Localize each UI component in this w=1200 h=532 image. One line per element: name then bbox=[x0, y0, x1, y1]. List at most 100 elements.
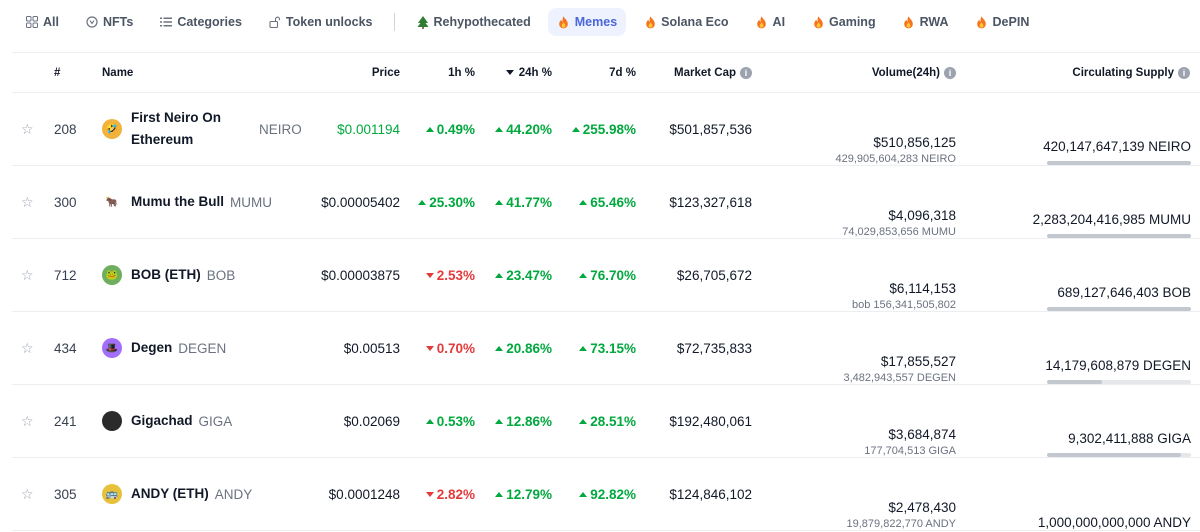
table-row[interactable]: ☆ 712 🐸 BOB (ETH) BOB $0.00003875 2.53% … bbox=[12, 239, 1200, 312]
coin-price: $0.0001248 bbox=[328, 486, 400, 502]
coin-price: $0.00005402 bbox=[321, 194, 400, 210]
unlock-icon bbox=[268, 15, 282, 29]
change-h1-value: 0.70% bbox=[436, 340, 475, 356]
caret-up-icon bbox=[425, 126, 434, 132]
watchlist-star-icon[interactable]: ☆ bbox=[21, 266, 34, 283]
table-row[interactable]: ☆ 208 🤣 First Neiro On Ethereum NEIRO $0… bbox=[12, 93, 1200, 166]
change-h24: 44.20% bbox=[482, 93, 552, 165]
coin-name-cell[interactable]: 🤣 First Neiro On Ethereum NEIRO bbox=[102, 93, 302, 165]
watchlist-star-icon[interactable]: ☆ bbox=[21, 412, 34, 429]
header-supply[interactable]: Circulating Supply i bbox=[972, 53, 1190, 92]
header-7d[interactable]: 7d % bbox=[609, 66, 636, 79]
coin-name[interactable]: BOB (ETH) bbox=[131, 267, 201, 282]
supply-cell: 9,302,411,888 GIGA bbox=[972, 385, 1191, 457]
supply-progress-bar bbox=[1047, 234, 1191, 238]
coin-name[interactable]: Mumu the Bull bbox=[131, 194, 224, 209]
tab-token-unlocks[interactable]: Token unlocks bbox=[259, 8, 382, 36]
change-d7-value: 73.15% bbox=[590, 340, 636, 356]
supply-progress-bar bbox=[1047, 307, 1191, 311]
coin-price: $0.02069 bbox=[343, 413, 400, 429]
header-volume-label: Volume(24h) bbox=[871, 66, 940, 79]
caret-up-icon bbox=[579, 418, 588, 424]
volume-cell: $3,684,874 177,704,513 GIGA bbox=[772, 385, 956, 457]
coin-symbol: BOB bbox=[206, 267, 236, 283]
info-icon[interactable]: i bbox=[1178, 66, 1190, 79]
table-row[interactable]: ☆ 241 Gigachad GIGA $0.02069 0.53% 12.86… bbox=[12, 385, 1200, 458]
market-cap: $124,846,102 bbox=[669, 486, 752, 502]
coin-rank: 300 bbox=[54, 194, 77, 210]
tab-nfts[interactable]: NFTs bbox=[76, 8, 142, 36]
circulating-supply: 1,000,000,000,000 ANDY bbox=[1037, 515, 1191, 530]
supply-progress-fill bbox=[1047, 234, 1191, 238]
market-cap: $192,480,061 bbox=[669, 413, 752, 429]
coin-name[interactable]: Gigachad bbox=[131, 413, 193, 428]
coin-name-cell[interactable]: Gigachad GIGA bbox=[102, 385, 232, 457]
header-supply-label: Circulating Supply bbox=[1072, 66, 1174, 79]
header-market-cap[interactable]: Market Cap i bbox=[642, 53, 752, 92]
tab-solana-eco[interactable]: Solana Eco bbox=[634, 8, 737, 36]
info-icon[interactable]: i bbox=[740, 66, 752, 79]
change-h1-value: 2.53% bbox=[436, 267, 475, 283]
caret-up-icon bbox=[495, 272, 504, 278]
header-name[interactable]: Name bbox=[102, 66, 134, 79]
change-h1: 2.82% bbox=[412, 458, 475, 530]
coin-name[interactable]: Degen bbox=[131, 340, 173, 355]
tab-label: RWA bbox=[919, 15, 949, 29]
volume-usd: $2,478,430 bbox=[888, 500, 956, 515]
volume-usd: $510,856,125 bbox=[873, 135, 956, 150]
tab-categories[interactable]: Categories bbox=[150, 8, 251, 36]
volume-cell: $510,856,125 429,905,604,283 NEIRO bbox=[772, 93, 956, 165]
change-d7-value: 76.70% bbox=[590, 267, 636, 283]
watchlist-star-icon[interactable]: ☆ bbox=[21, 485, 34, 502]
change-h1: 2.53% bbox=[412, 239, 475, 311]
caret-up-icon bbox=[495, 199, 504, 205]
header-price[interactable]: Price bbox=[371, 66, 400, 79]
coin-price: $0.00513 bbox=[343, 340, 400, 356]
tab-gaming[interactable]: Gaming bbox=[802, 8, 885, 36]
coin-name-cell[interactable]: 🐸 BOB (ETH) BOB bbox=[102, 239, 235, 311]
header-rank[interactable]: # bbox=[54, 66, 61, 79]
circulating-supply: 2,283,204,416,985 MUMU bbox=[1032, 212, 1191, 227]
header-24h[interactable]: 24h % bbox=[482, 53, 552, 92]
caret-up-icon bbox=[579, 345, 588, 351]
header-volume[interactable]: Volume(24h) i bbox=[772, 53, 956, 92]
header-1h[interactable]: 1h % bbox=[448, 66, 475, 79]
tab-ai[interactable]: AI bbox=[746, 8, 795, 36]
tab-rwa[interactable]: RWA bbox=[893, 8, 958, 36]
coin-table: # Name Price 1h % 24h % 7d % Market Cap i… bbox=[12, 52, 1200, 531]
fire-icon bbox=[557, 15, 571, 29]
tab-label: All bbox=[43, 15, 59, 29]
sort-desc-icon bbox=[505, 70, 514, 75]
tab-depin[interactable]: DePIN bbox=[966, 8, 1039, 36]
watchlist-star-icon[interactable]: ☆ bbox=[21, 339, 34, 356]
tab-memes[interactable]: Memes bbox=[547, 8, 627, 36]
coin-symbol: GIGA bbox=[198, 413, 233, 429]
coin-rank: 305 bbox=[54, 486, 77, 502]
coin-logo-icon: 🤣 bbox=[102, 119, 122, 139]
volume-cell: $4,096,318 74,029,853,656 MUMU bbox=[772, 166, 956, 238]
change-h24: 20.86% bbox=[482, 312, 552, 384]
coin-rank: 712 bbox=[54, 267, 77, 283]
coin-name[interactable]: ANDY (ETH) bbox=[131, 486, 209, 501]
coin-name[interactable]: First Neiro On Ethereum bbox=[131, 110, 222, 147]
coin-name-cell[interactable]: 🎩 Degen DEGEN bbox=[102, 312, 226, 384]
change-h24-value: 23.47% bbox=[506, 267, 552, 283]
watchlist-star-icon[interactable]: ☆ bbox=[21, 120, 34, 137]
coin-logo-icon: 🐸 bbox=[102, 265, 122, 285]
tab-rehypothecated[interactable]: Rehypothecated bbox=[407, 8, 540, 36]
watchlist-star-icon[interactable]: ☆ bbox=[21, 193, 34, 210]
coin-name-cell[interactable]: 🚌 ANDY (ETH) ANDY bbox=[102, 458, 252, 530]
list-icon bbox=[159, 15, 173, 29]
info-icon[interactable]: i bbox=[944, 66, 956, 79]
table-row[interactable]: ☆ 305 🚌 ANDY (ETH) ANDY $0.0001248 2.82%… bbox=[12, 458, 1200, 531]
table-row[interactable]: ☆ 300 🐂 Mumu the Bull MUMU $0.00005402 2… bbox=[12, 166, 1200, 239]
change-h24-value: 44.20% bbox=[506, 121, 552, 137]
supply-progress-fill bbox=[1047, 161, 1191, 165]
supply-cell: 689,127,646,403 BOB bbox=[972, 239, 1191, 311]
table-row[interactable]: ☆ 434 🎩 Degen DEGEN $0.00513 0.70% 20.86… bbox=[12, 312, 1200, 385]
volume-tokens: 429,905,604,283 NEIRO bbox=[835, 153, 956, 165]
tab-all[interactable]: All bbox=[16, 8, 68, 36]
coin-name-cell[interactable]: 🐂 Mumu the Bull MUMU bbox=[102, 166, 272, 238]
change-h1-value: 2.82% bbox=[436, 486, 475, 502]
fire-icon bbox=[902, 15, 916, 29]
